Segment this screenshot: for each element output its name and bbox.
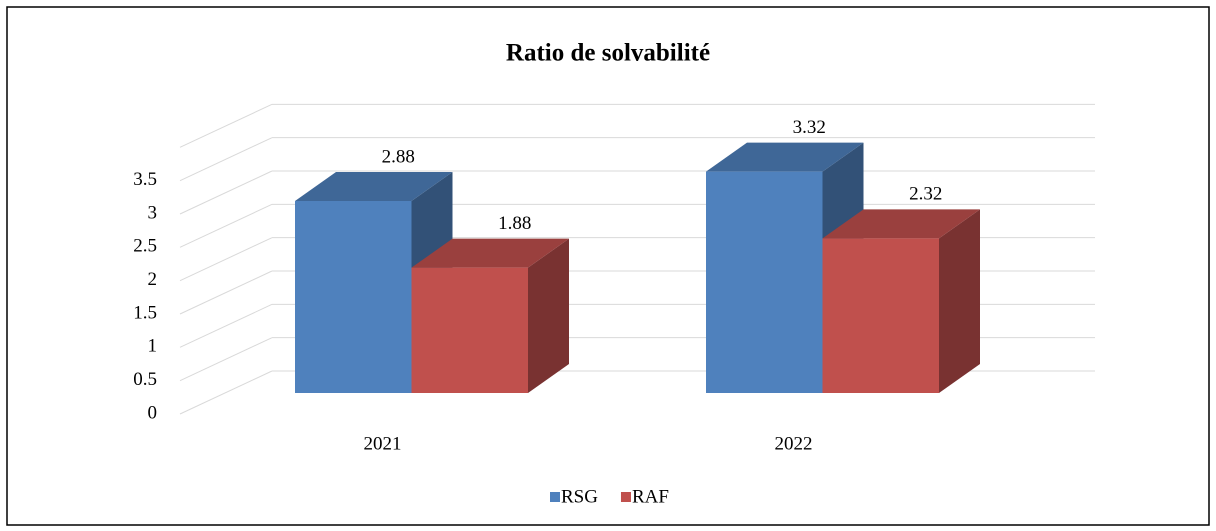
- grid-diagonal: [179, 337, 273, 382]
- grid-diagonal: [179, 170, 273, 215]
- legend-swatch: [550, 492, 560, 502]
- bar-front: [411, 267, 528, 393]
- data-label: 1.88: [498, 213, 531, 234]
- chart-title: Ratio de solvabilité: [506, 40, 710, 67]
- bar-front: [295, 200, 412, 393]
- y-tick-label: 2: [148, 269, 158, 290]
- y-tick-label: 3.5: [133, 169, 157, 190]
- x-tick-label: 2022: [775, 433, 813, 454]
- chart-frame: [6, 6, 1210, 526]
- bar: [822, 209, 980, 393]
- legend-label: RAF: [632, 486, 669, 507]
- grid-diagonal: [179, 137, 273, 182]
- bar-front: [706, 171, 823, 393]
- bar-top: [295, 171, 453, 201]
- bar-top: [706, 142, 864, 172]
- legend-swatch: [620, 492, 631, 502]
- data-label: 2.32: [909, 184, 942, 205]
- bar-front: [822, 238, 939, 393]
- y-tick-label: 3: [148, 202, 158, 223]
- grid-diagonal: [179, 103, 273, 148]
- data-label: 3.32: [793, 117, 826, 138]
- data-label: 2.88: [382, 146, 415, 167]
- y-tick-label: 1: [148, 336, 158, 357]
- y-tick-label: 0.5: [133, 369, 157, 390]
- grid-diagonal: [179, 270, 273, 315]
- bar-top: [822, 209, 980, 239]
- y-tick-label: 0: [148, 402, 158, 423]
- x-tick-label: 2021: [364, 433, 402, 454]
- bar-side: [528, 238, 569, 393]
- grid-diagonal: [179, 237, 273, 282]
- bar-top: [411, 238, 569, 268]
- grid-diagonal: [179, 303, 273, 348]
- legend-label: RSG: [561, 486, 598, 507]
- grid-diagonal: [179, 370, 273, 415]
- y-tick-label: 2.5: [133, 236, 157, 257]
- grid-diagonal: [179, 203, 273, 248]
- y-tick-label: 1.5: [133, 302, 157, 323]
- bar-side: [939, 209, 980, 393]
- bar: [411, 238, 569, 393]
